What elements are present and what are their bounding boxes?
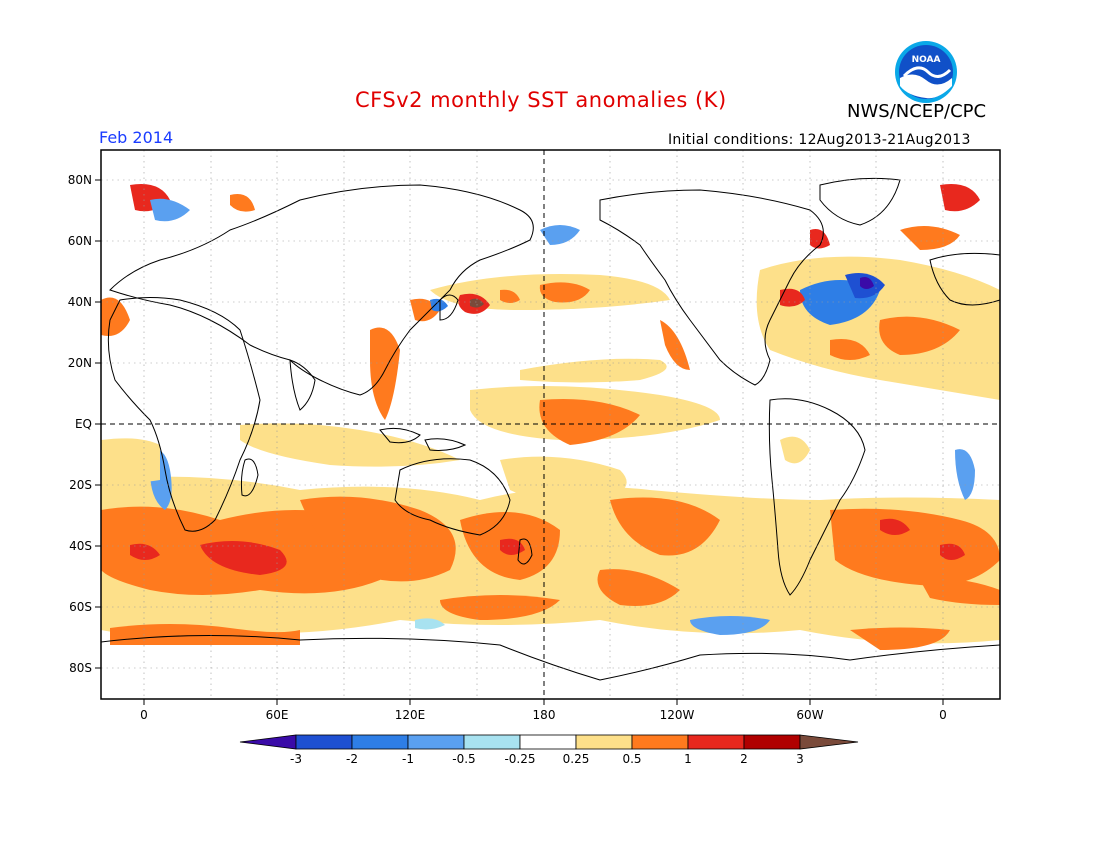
legend-tick: -0.5 [452,752,475,766]
legend-tick: 2 [740,752,748,766]
lon-label: 60E [266,708,289,722]
legend-tick: -1 [402,752,414,766]
noaa-logo-text: NOAA [912,55,941,65]
legend-swatch [631,734,689,750]
continent-outlines [101,177,1000,681]
noaa-logo-icon: NOAA [895,41,957,103]
lat-label: 60S [69,600,92,614]
lat-label: 40S [69,539,92,553]
longitude-labels: 0 60E 120E 180 120W 60W 0 [140,708,947,722]
legend-tick: 3 [796,752,804,766]
map-title: CFSv2 monthly SST anomalies (K) [355,88,727,112]
lat-label: 80S [69,661,92,675]
lon-label: 120W [660,708,695,722]
lat-label: 40N [68,295,92,309]
lat-label: 60N [68,234,92,248]
legend-swatch [743,734,801,750]
lon-label: 120E [395,708,426,722]
anomaly-field [101,184,1000,650]
initial-conditions: Initial conditions: 12Aug2013-21Aug2013 [668,132,971,148]
legend-tick: 0.5 [622,752,641,766]
latitude-labels: 80N 60N 40N 20N EQ 20S 40S 60S 80S [68,173,92,675]
legend-swatch [351,734,409,750]
lon-label: 180 [533,708,556,722]
color-legend: -3 -2 -1 -0.5 -0.25 0.25 0.5 1 2 3 [239,734,859,766]
legend-tick: -3 [290,752,302,766]
legend-swatch [295,734,353,750]
legend-tick: 0.25 [563,752,590,766]
lat-label: 20N [68,356,92,370]
lat-label: 80N [68,173,92,187]
graticule [101,150,1000,699]
lon-label: 60W [796,708,823,722]
forecast-period: Feb 2014 [99,128,174,147]
organization-label: NWS/NCEP/CPC [847,101,987,122]
legend-tick: 1 [684,752,692,766]
lon-label: 0 [939,708,947,722]
legend-arrow-right [799,734,859,750]
legend-swatch [407,734,465,750]
lon-label: 0 [140,708,148,722]
legend-swatch [687,734,745,750]
legend-tick: -2 [346,752,358,766]
axis-ticks [95,179,944,705]
lat-label: EQ [75,417,92,431]
legend-swatch [463,734,521,750]
lat-label: 20S [69,478,92,492]
legend-swatch [519,734,577,750]
legend-tick: -0.25 [504,752,535,766]
legend-arrow-left [239,734,297,750]
legend-swatch [575,734,633,750]
